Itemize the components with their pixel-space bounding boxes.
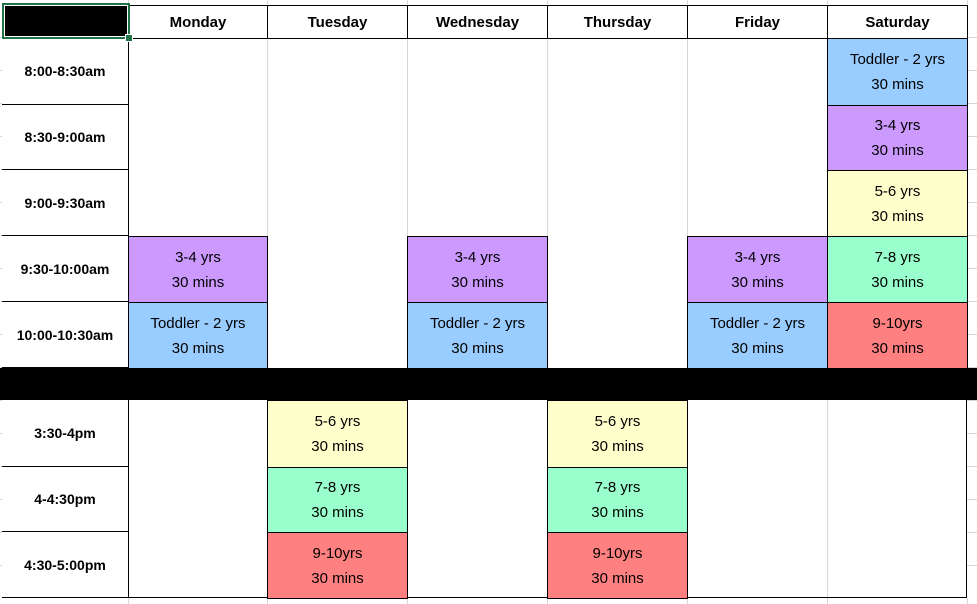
- time-slot-cell-430-500pm[interactable]: 4:30-5:00pm: [2, 532, 128, 598]
- class-group-label: 5-6 yrs: [874, 182, 921, 200]
- time-slot-cell-930-1000am[interactable]: 9:30-10:00am: [2, 236, 128, 302]
- day-header-label: Saturday: [865, 13, 930, 31]
- time-slot-label: 9:00-9:30am: [24, 194, 106, 211]
- class-duration-label: 30 mins: [731, 339, 784, 357]
- gridline: [267, 598, 268, 604]
- table-border: [2, 597, 967, 598]
- class-cell-saturday-800am[interactable]: Toddler - 2 yrs 30 mins: [827, 38, 968, 106]
- class-duration-label: 30 mins: [591, 504, 644, 521]
- class-cell-monday-930am[interactable]: 3-4 yrs 30 mins: [128, 236, 268, 303]
- class-duration-label: 30 mins: [451, 273, 504, 291]
- class-duration-label: 30 mins: [731, 273, 784, 291]
- class-cell-thursday-430pm[interactable]: 9-10yrs 30 mins: [547, 532, 688, 599]
- redacted-row-bar: [0, 368, 977, 400]
- time-slot-cell-330-4pm[interactable]: 3:30-4pm: [2, 400, 128, 467]
- gridline: [967, 5, 977, 598]
- time-slot-label: 3:30-4pm: [34, 425, 96, 441]
- class-duration-label: 30 mins: [311, 438, 364, 455]
- class-duration-label: 30 mins: [871, 207, 924, 225]
- class-group-label: 9-10yrs: [312, 544, 363, 562]
- class-cell-wednesday-1000am[interactable]: Toddler - 2 yrs 30 mins: [407, 302, 548, 369]
- gridline: [687, 598, 688, 604]
- class-duration-label: 30 mins: [871, 142, 924, 159]
- class-duration-label: 30 mins: [171, 273, 225, 291]
- time-slot-label: 8:00-8:30am: [24, 63, 106, 79]
- gridline: [407, 0, 408, 5]
- class-group-label: 3-4 yrs: [874, 117, 921, 134]
- day-header-saturday[interactable]: Saturday: [827, 5, 968, 39]
- class-cell-friday-1000am[interactable]: Toddler - 2 yrs 30 mins: [687, 302, 828, 369]
- time-slot-cell-830-900am[interactable]: 8:30-9:00am: [2, 105, 128, 170]
- class-group-label: 3-4 yrs: [175, 248, 221, 266]
- class-cell-thursday-330pm[interactable]: 5-6 yrs 30 mins: [547, 400, 688, 468]
- class-group-label: Toddler - 2 yrs: [429, 314, 526, 332]
- gridline: [407, 598, 408, 604]
- time-slot-label: 10:00-10:30am: [16, 326, 114, 343]
- gridline: [967, 598, 968, 604]
- class-cell-friday-930am[interactable]: 3-4 yrs 30 mins: [687, 236, 828, 303]
- class-cell-saturday-900am[interactable]: 5-6 yrs 30 mins: [827, 170, 968, 237]
- day-header-label: Thursday: [583, 13, 652, 31]
- class-cell-thursday-4pm[interactable]: 7-8 yrs 30 mins: [547, 467, 688, 533]
- selected-title-cell-redacted[interactable]: [2, 3, 133, 42]
- class-group-label: 3-4 yrs: [454, 248, 501, 266]
- class-cell-tuesday-330pm[interactable]: 5-6 yrs 30 mins: [267, 400, 408, 468]
- time-slot-cell-900-930am[interactable]: 9:00-9:30am: [2, 170, 128, 236]
- time-slot-label: 9:30-10:00am: [20, 260, 110, 277]
- class-duration-label: 30 mins: [311, 569, 364, 587]
- class-group-label: 3-4 yrs: [734, 248, 781, 266]
- gridline: [827, 0, 828, 5]
- class-group-label: 5-6 yrs: [314, 413, 361, 430]
- day-header-label: Tuesday: [307, 13, 368, 31]
- time-slot-cell-4-430pm[interactable]: 4-4:30pm: [2, 467, 128, 532]
- day-header-label: Monday: [169, 13, 227, 31]
- gridline: [967, 0, 968, 5]
- day-header-label: Friday: [734, 13, 780, 31]
- class-group-label: Toddler - 2 yrs: [150, 314, 246, 332]
- gridline: [547, 598, 548, 604]
- class-cell-saturday-930am[interactable]: 7-8 yrs 30 mins: [827, 236, 968, 303]
- class-duration-label: 30 mins: [871, 76, 924, 93]
- class-duration-label: 30 mins: [451, 339, 504, 357]
- day-header-label: Wednesday: [435, 13, 520, 31]
- class-duration-label: 30 mins: [171, 339, 225, 357]
- day-header-wednesday[interactable]: Wednesday: [407, 5, 548, 39]
- gridline: [267, 0, 268, 5]
- class-cell-tuesday-4pm[interactable]: 7-8 yrs 30 mins: [267, 467, 408, 533]
- class-group-label: Toddler - 2 yrs: [849, 51, 946, 68]
- class-cell-saturday-830am[interactable]: 3-4 yrs 30 mins: [827, 105, 968, 171]
- time-slot-label: 8:30-9:00am: [24, 129, 106, 145]
- class-group-label: 5-6 yrs: [594, 413, 641, 430]
- class-duration-label: 30 mins: [591, 438, 644, 455]
- time-slot-label: 4:30-5:00pm: [24, 556, 106, 573]
- gridline: [547, 0, 548, 5]
- selection-fill-handle[interactable]: [125, 34, 133, 42]
- class-cell-monday-1000am[interactable]: Toddler - 2 yrs 30 mins: [128, 302, 268, 369]
- class-group-label: 9-10yrs: [592, 544, 643, 562]
- day-header-thursday[interactable]: Thursday: [547, 5, 688, 39]
- class-cell-saturday-1000am[interactable]: 9-10yrs 30 mins: [827, 302, 968, 369]
- class-cell-wednesday-930am[interactable]: 3-4 yrs 30 mins: [407, 236, 548, 303]
- gridline: [128, 0, 129, 5]
- day-header-monday[interactable]: Monday: [128, 5, 268, 39]
- class-duration-label: 30 mins: [591, 569, 644, 587]
- gridline: [128, 598, 129, 604]
- class-group-label: Toddler - 2 yrs: [709, 314, 806, 332]
- class-duration-label: 30 mins: [871, 339, 924, 357]
- day-header-tuesday[interactable]: Tuesday: [267, 5, 408, 39]
- time-slot-cell-800-830am[interactable]: 8:00-8:30am: [2, 38, 128, 105]
- class-duration-label: 30 mins: [311, 504, 364, 521]
- time-slot-label: 4-4:30pm: [34, 491, 96, 507]
- time-slot-cell-1000-1030am[interactable]: 10:00-10:30am: [2, 302, 128, 368]
- gridline: [687, 0, 688, 5]
- class-cell-tuesday-430pm[interactable]: 9-10yrs 30 mins: [267, 532, 408, 599]
- class-group-label: 7-8 yrs: [874, 248, 921, 266]
- class-duration-label: 30 mins: [871, 273, 924, 291]
- class-group-label: 7-8 yrs: [314, 479, 361, 496]
- class-group-label: 9-10yrs: [872, 314, 923, 332]
- gridline: [827, 598, 828, 604]
- class-group-label: 7-8 yrs: [594, 479, 641, 496]
- day-header-friday[interactable]: Friday: [687, 5, 828, 39]
